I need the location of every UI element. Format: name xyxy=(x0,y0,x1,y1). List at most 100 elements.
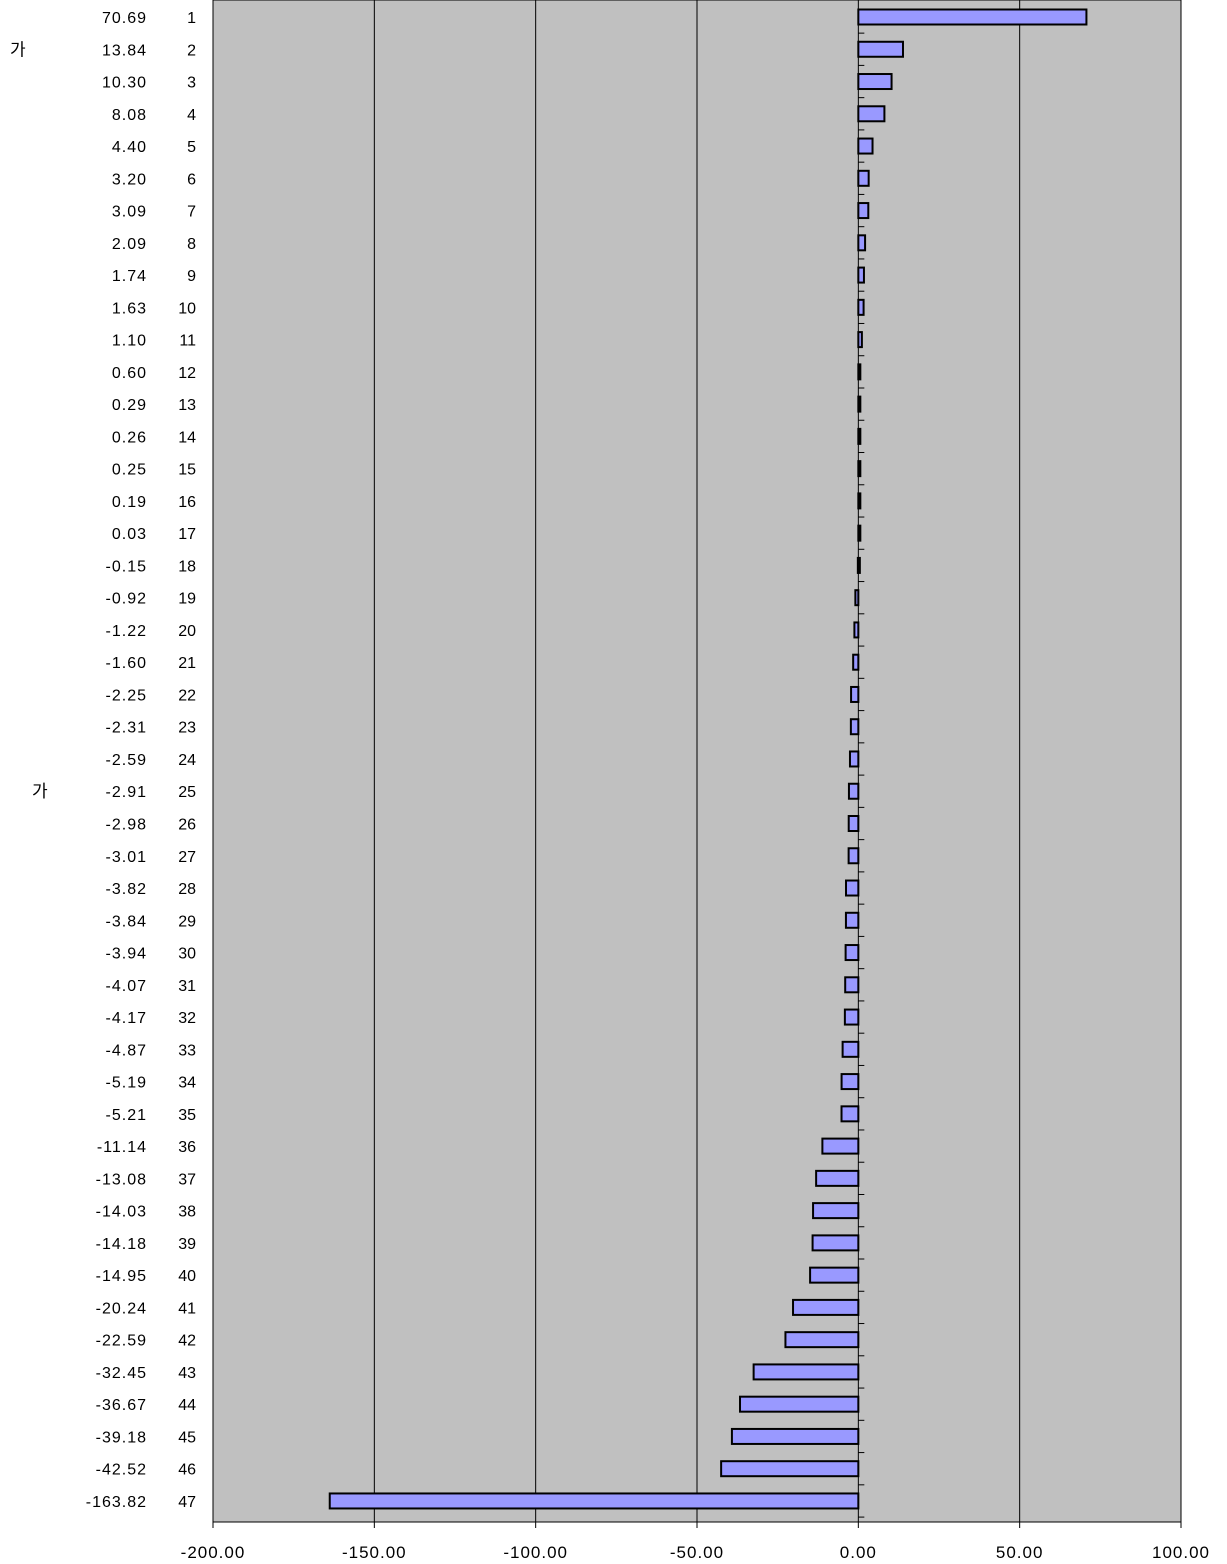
category-label: 19 xyxy=(178,591,196,608)
value-label: -14.95 xyxy=(96,1268,147,1285)
category-label: 5 xyxy=(187,139,196,156)
bar xyxy=(852,653,860,671)
category-label: 15 xyxy=(178,462,196,479)
value-label: -2.31 xyxy=(106,720,147,737)
bar xyxy=(811,1234,860,1252)
value-label: -2.98 xyxy=(106,817,147,834)
bar xyxy=(857,73,893,91)
bar xyxy=(857,331,863,349)
value-label: 4.40 xyxy=(112,139,147,156)
value-label: 70.69 xyxy=(102,10,147,27)
category-label: 24 xyxy=(178,752,196,769)
bar xyxy=(857,40,904,58)
bars xyxy=(328,0,1088,1522)
category-label: 25 xyxy=(178,784,196,801)
bar xyxy=(784,1331,860,1349)
bar xyxy=(843,1008,860,1026)
category-label: 1 xyxy=(187,10,196,27)
category-label: 9 xyxy=(187,268,196,285)
bar xyxy=(847,815,860,832)
value-label: 0.60 xyxy=(112,365,147,382)
bar xyxy=(850,685,860,703)
value-label: 0.26 xyxy=(112,429,147,446)
category-label: 23 xyxy=(178,720,196,737)
value-label: -39.18 xyxy=(96,1429,147,1446)
category-label: 35 xyxy=(178,1107,196,1124)
bar xyxy=(857,105,886,123)
category-label: 47 xyxy=(178,1494,196,1511)
value-label: -4.17 xyxy=(106,1010,147,1027)
category-label: 44 xyxy=(178,1397,196,1414)
value-label: -163.82 xyxy=(86,1494,147,1511)
bar xyxy=(844,944,860,962)
category-label: 30 xyxy=(178,946,196,963)
category-label: 21 xyxy=(178,655,196,672)
bar xyxy=(857,234,867,252)
bar xyxy=(857,298,865,316)
category-label: 13 xyxy=(178,397,196,414)
bar xyxy=(853,621,860,639)
category-label: 6 xyxy=(187,171,196,188)
category-label: 20 xyxy=(178,623,196,640)
category-label: 42 xyxy=(178,1333,196,1350)
x-tick-label: 50.00 xyxy=(996,1543,1044,1562)
value-label: 2.09 xyxy=(112,236,147,253)
value-label: -20.24 xyxy=(96,1300,147,1317)
category-label: 3 xyxy=(187,75,196,92)
category-label: 27 xyxy=(178,849,196,866)
bar xyxy=(840,1073,860,1091)
value-label: -36.67 xyxy=(96,1397,147,1414)
side-labels: 가가 xyxy=(10,40,48,802)
value-label: 0.03 xyxy=(112,526,147,543)
bar xyxy=(821,1137,860,1155)
bar xyxy=(752,1363,860,1381)
bar xyxy=(844,976,860,994)
category-label: 34 xyxy=(178,1075,196,1092)
value-label: 3.20 xyxy=(112,171,147,188)
bar xyxy=(792,1298,860,1316)
category-label: 33 xyxy=(178,1042,196,1059)
category-label: 38 xyxy=(178,1204,196,1221)
value-label: -4.07 xyxy=(106,978,147,995)
bar xyxy=(739,1395,860,1413)
bar xyxy=(840,1105,860,1123)
bar xyxy=(844,911,860,929)
value-label: -3.94 xyxy=(106,946,147,963)
value-label: 10.30 xyxy=(102,75,147,92)
value-label: -2.91 xyxy=(106,784,147,801)
category-label: 40 xyxy=(178,1268,196,1285)
bar xyxy=(841,1040,860,1058)
category-label: 12 xyxy=(178,365,196,382)
value-label: -14.03 xyxy=(96,1204,147,1221)
bar xyxy=(845,879,860,897)
value-label: -3.84 xyxy=(106,913,147,930)
x-tick-label: 100.00 xyxy=(1152,1543,1210,1562)
row-labels: 70.69 1 13.84 2 10.30 3 8.08 4 4.40 5 3.20 6 3.09 7 2.… xyxy=(86,10,196,1511)
value-label: 1.10 xyxy=(112,333,147,350)
bar xyxy=(730,1427,860,1445)
x-tick-label: -200.00 xyxy=(181,1543,246,1562)
x-tick-label: -150.00 xyxy=(342,1543,407,1562)
category-label: 43 xyxy=(178,1365,196,1382)
category-label: 11 xyxy=(179,333,196,350)
bar xyxy=(857,169,870,187)
category-label: 10 xyxy=(178,300,196,317)
category-label: 16 xyxy=(178,494,196,511)
grid-lines xyxy=(373,0,1021,1522)
value-label: -13.08 xyxy=(96,1171,147,1188)
bar xyxy=(815,1169,860,1187)
bar xyxy=(720,1460,860,1478)
value-label: -32.45 xyxy=(96,1365,147,1382)
category-label: 28 xyxy=(178,881,196,898)
side-label: 가 xyxy=(32,782,48,802)
value-label: -5.19 xyxy=(106,1075,147,1092)
bar xyxy=(847,782,860,800)
value-label: -42.52 xyxy=(96,1462,147,1479)
value-label: -2.59 xyxy=(106,752,147,769)
category-label: 18 xyxy=(178,558,196,575)
x-axis: -200.00 -150.00 -100.00 -50.00 0.00 50.00 100.… xyxy=(181,1521,1210,1562)
value-label: -22.59 xyxy=(96,1333,147,1350)
bar xyxy=(857,8,1088,26)
value-label: 8.08 xyxy=(112,107,147,124)
